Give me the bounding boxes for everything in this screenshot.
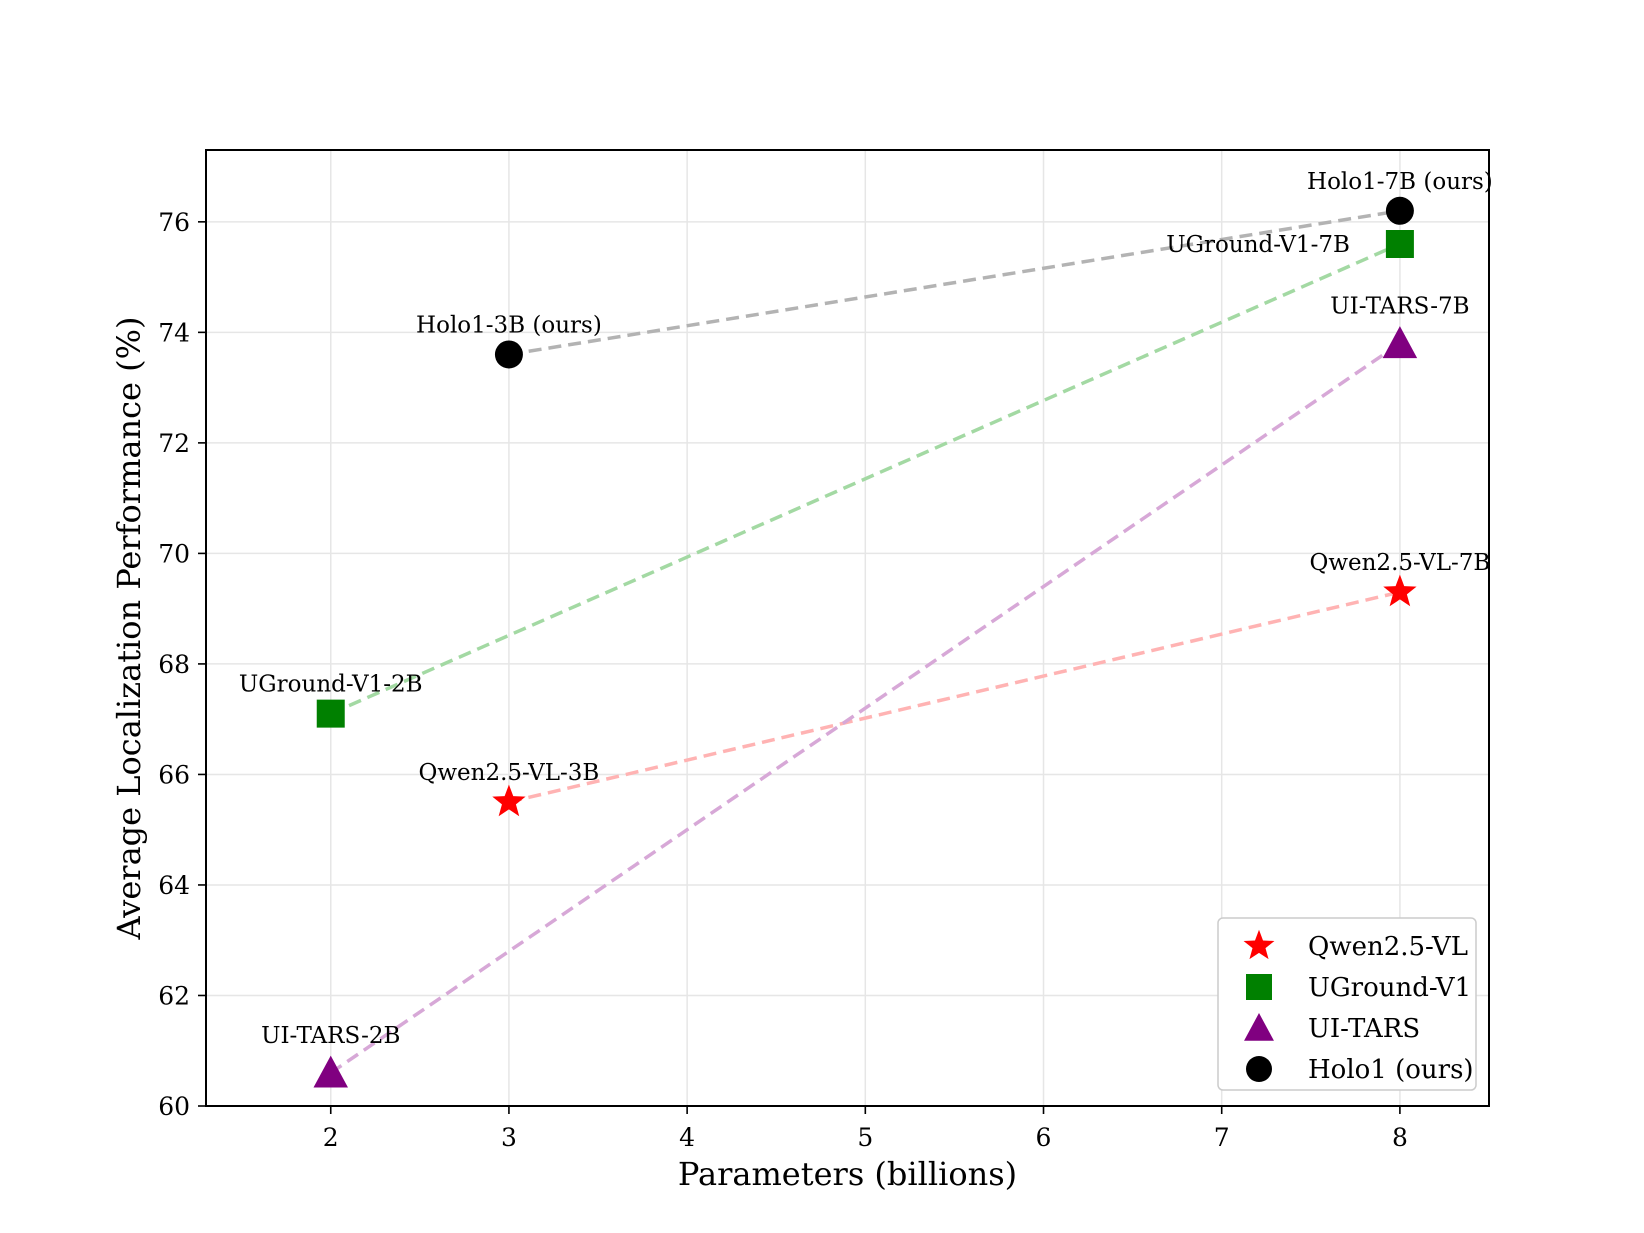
data-points — [313, 196, 1418, 1088]
x-tick-label: 2 — [323, 1123, 339, 1152]
x-tick-label: 5 — [857, 1123, 873, 1152]
legend-marker-uground-v1 — [1246, 974, 1272, 1000]
y-tick-label: 60 — [158, 1092, 190, 1121]
point-labels: Qwen2.5-VL-3B Qwen2.5-VL-7B UGround-V1-2B U… — [239, 169, 1493, 1049]
y-tick-label: 76 — [158, 208, 190, 237]
y-tick-label: 64 — [158, 871, 190, 900]
point-label-qwen2-5-vl-3b: Qwen2.5-VL-3B — [419, 760, 600, 786]
point-label-holo1-3b-ours: Holo1-3B (ours) — [416, 312, 602, 338]
point-label-uground-v1-2b: UGround-V1-2B — [239, 672, 423, 698]
data-point-holo1-3b-ours — [494, 340, 523, 369]
x-tick-label: 6 — [1036, 1123, 1052, 1152]
y-axis-title: Average Localization Performance (%) — [110, 316, 148, 940]
point-label-holo1-7b-ours: Holo1-7B (ours) — [1307, 169, 1493, 195]
data-point-uground-v1-2b — [316, 699, 345, 728]
legend-marker-ui-tars — [1244, 1013, 1274, 1041]
series-line-qwen2-5-vl — [508, 590, 1401, 804]
y-tick-label: 66 — [158, 760, 190, 789]
series-line-ui-tars — [329, 341, 1401, 1075]
y-tick-label: 68 — [158, 650, 190, 679]
x-tick-label: 8 — [1392, 1123, 1408, 1152]
series-line-holo1-ours — [508, 209, 1401, 357]
x-axis-title: Parameters (billions) — [678, 1155, 1017, 1193]
data-point-ui-tars-2b — [313, 1055, 348, 1088]
y-tick-label: 70 — [158, 539, 190, 568]
plot-frame — [205, 149, 1490, 1107]
x-tick-label: 3 — [501, 1123, 517, 1152]
x-tick-label: 7 — [1214, 1123, 1230, 1152]
point-label-ui-tars-2b: UI-TARS-2B — [261, 1023, 400, 1049]
data-point-qwen2-5-vl-3b — [492, 784, 526, 817]
legend-box — [1217, 917, 1477, 1091]
legend-label-qwen2-5-vl: Qwen2.5-VL — [1308, 932, 1468, 962]
data-point-holo1-7b-ours — [1385, 196, 1414, 225]
series-line-uground-v1 — [330, 242, 1401, 716]
point-label-qwen2-5-vl-7b: Qwen2.5-VL-7B — [1309, 550, 1490, 576]
y-tick-label: 72 — [158, 429, 190, 458]
grid-lines — [206, 150, 1489, 1107]
point-label-uground-v1-7b: UGround-V1-7B — [1166, 232, 1350, 258]
x-tick-label: 4 — [679, 1123, 695, 1152]
y-tick-label: 74 — [158, 318, 190, 347]
series-lines — [329, 209, 1401, 1075]
data-point-ui-tars-7b — [1382, 326, 1418, 359]
axis-ticks: 2 3 4 5 6 7 8 60 62 64 66 68 70 72 74 76 — [158, 208, 1408, 1152]
y-tick-label: 62 — [158, 981, 190, 1010]
legend-marker-qwen2-5-vl — [1243, 929, 1275, 960]
legend-label-uground-v1: UGround-V1 — [1308, 973, 1471, 1003]
data-point-qwen2-5-vl-7b — [1383, 574, 1417, 607]
legend-marker-holo1-ours — [1246, 1056, 1272, 1082]
point-label-ui-tars-7b: UI-TARS-7B — [1330, 293, 1469, 319]
legend: Qwen2.5-VL UGround-V1 UI-TARS Holo1 (ours) — [1217, 917, 1477, 1091]
legend-label-ui-tars: UI-TARS — [1308, 1014, 1420, 1044]
legend-label-holo1-ours: Holo1 (ours) — [1308, 1055, 1474, 1085]
data-point-uground-v1-7b — [1385, 229, 1414, 258]
